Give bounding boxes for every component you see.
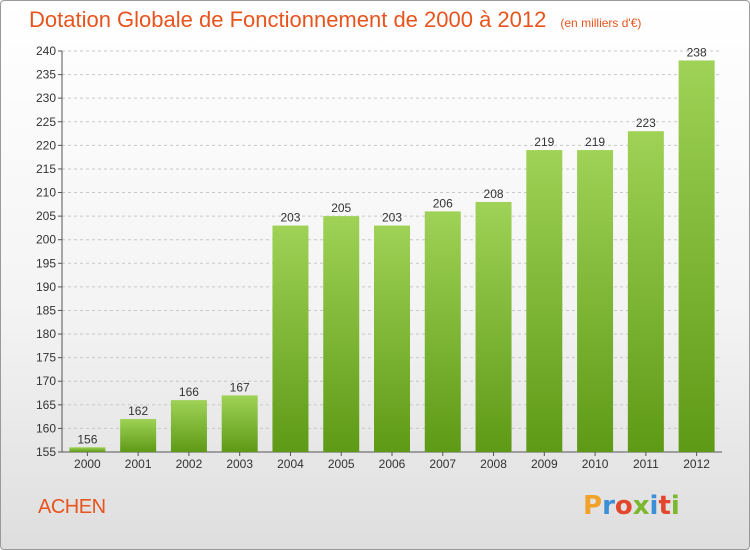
x-tick-label: 2007 [429,457,456,471]
y-tick-label: 215 [36,162,56,176]
bar [424,211,461,452]
bar [69,447,106,452]
x-tick-label: 2008 [480,457,507,471]
bar-value-label: 208 [484,187,504,201]
bar-value-label: 206 [433,196,453,210]
y-tick-label: 160 [36,421,56,435]
y-tick-label: 230 [36,91,56,105]
bar [374,225,410,452]
logo-letter: t [658,491,671,521]
y-tick-label: 205 [36,209,56,223]
x-tick-label: 2010 [582,457,609,471]
logo-letter: o [614,491,633,521]
y-tick-label: 155 [36,445,56,459]
y-tick-label: 225 [36,115,56,129]
bar [475,201,512,452]
bar-value-label: 219 [585,135,605,149]
y-tick-label: 190 [36,280,56,294]
bar-value-label: 223 [636,116,656,130]
logo-letter: x [632,491,650,521]
bar-value-label: 203 [280,211,300,225]
x-tick-label: 2009 [531,457,558,471]
y-tick-label: 220 [36,138,56,152]
y-tick-label: 185 [36,303,56,317]
bar-value-label: 238 [687,45,707,59]
x-tick-label: 2000 [74,457,101,471]
place-name: ACHEN [38,496,106,518]
x-tick-label: 2004 [277,457,304,471]
bar [323,216,360,452]
bar [526,150,563,452]
y-tick-label: 240 [36,44,56,58]
x-tick-label: 2003 [226,457,253,471]
bar [272,225,309,452]
proxiti-logo: Proxiti [583,491,680,521]
logo-letter: i [670,491,680,521]
logo-letter: i [649,491,659,521]
bar-value-label: 166 [179,385,199,399]
bar-value-label: 205 [331,201,351,215]
bar [170,400,207,452]
bar-value-label: 162 [128,404,148,418]
y-tick-label: 200 [36,233,56,247]
x-tick-label: 2006 [379,457,406,471]
y-tick-label: 235 [36,68,56,82]
bar-value-label: 203 [382,211,402,225]
bar [627,131,664,452]
y-tick-label: 195 [36,256,56,270]
logo-letter: P [583,491,603,521]
y-tick-label: 170 [36,374,56,388]
x-tick-label: 2011 [633,457,659,471]
bar [678,60,715,452]
bar [221,395,258,452]
chart-title: Dotation Globale de Fonctionnement de 20… [29,7,641,33]
logo-letter: r [602,491,615,521]
y-tick-label: 175 [36,351,56,365]
x-tick-label: 2002 [176,457,203,471]
x-tick-label: 2001 [125,457,152,471]
y-tick-label: 165 [36,398,56,412]
chart-title-text: Dotation Globale de Fonctionnement de 20… [29,7,547,32]
x-tick-label: 2005 [328,457,355,471]
bar [120,418,157,452]
x-tick-label: 2012 [683,457,710,471]
y-tick-label: 210 [36,186,56,200]
chart-unit-note: (en milliers d'€) [560,16,642,30]
y-tick-label: 180 [36,327,56,341]
bar-value-label: 167 [230,380,250,394]
bar-value-label: 156 [77,432,97,446]
bar-value-label: 219 [534,135,554,149]
bar [577,150,614,452]
